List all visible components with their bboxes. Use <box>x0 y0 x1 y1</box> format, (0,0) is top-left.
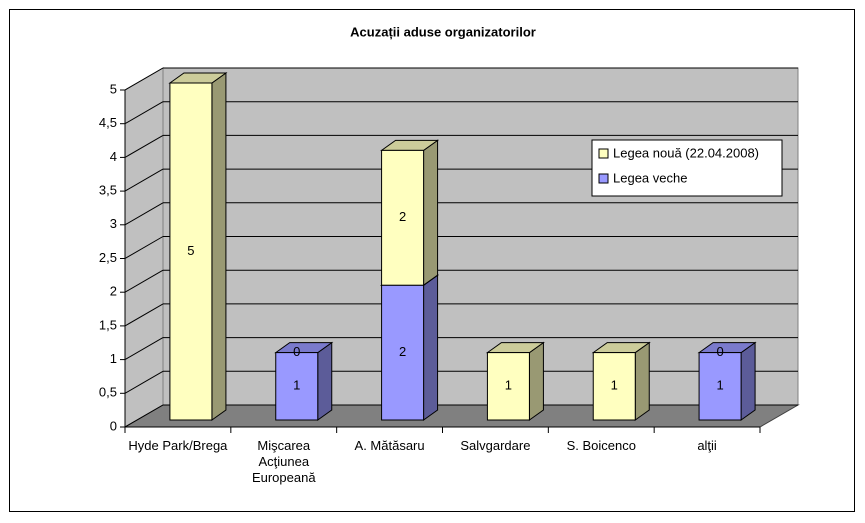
y-tick-label: 3 <box>110 216 117 231</box>
bar-front <box>275 352 319 421</box>
grid-line-side <box>124 370 164 394</box>
data-label: 2 <box>399 209 406 224</box>
y-tick-label: 1,5 <box>99 317 117 332</box>
x-tick-label: Hyde Park/Brega <box>128 438 228 453</box>
bar-side <box>211 72 227 421</box>
legend-swatch <box>598 148 609 159</box>
bar-side <box>740 341 756 421</box>
y-tick-label: 4,5 <box>99 115 117 130</box>
bar-segment <box>380 274 440 421</box>
grid-line-side <box>124 67 164 91</box>
bar-front <box>486 352 530 421</box>
bar-segment <box>168 72 228 421</box>
bar-segment <box>591 341 651 421</box>
grid-line-side <box>124 168 164 192</box>
bar-segment <box>697 341 757 421</box>
bar-front <box>698 352 742 421</box>
legend-label: Legea veche <box>613 170 687 185</box>
y-tick-label: 0,5 <box>99 385 117 400</box>
data-label: 1 <box>716 378 723 393</box>
data-label: 1 <box>611 378 618 393</box>
grid-line-side <box>124 269 164 293</box>
y-tick-label: 0 <box>110 418 117 433</box>
grid-line-side <box>124 404 164 428</box>
bar-segment <box>485 341 545 421</box>
data-label: 1 <box>505 378 512 393</box>
data-label: 0 <box>716 344 723 359</box>
bar-side <box>634 341 650 421</box>
grid-line-side <box>124 337 164 361</box>
bar-front <box>381 284 425 421</box>
grid-line-side <box>124 202 164 226</box>
x-tick-label: S. Boicenco <box>566 438 636 453</box>
data-label: 1 <box>293 378 300 393</box>
y-tick-label: 5 <box>110 81 117 96</box>
chart-title: Acuzații aduse organizatorilor <box>350 24 536 39</box>
y-tick-label: 2 <box>110 284 117 299</box>
grid-line-side <box>124 236 164 259</box>
data-label: 0 <box>293 344 300 359</box>
grid-line-side <box>124 134 164 158</box>
data-label: 5 <box>187 243 194 258</box>
bar-front <box>169 82 213 421</box>
x-tick-label: alţii <box>697 438 717 453</box>
x-tick-label: A. Mătăsaru <box>354 438 425 453</box>
data-label: 2 <box>399 344 406 359</box>
legend-box <box>591 139 783 197</box>
y-tick-label: 1 <box>110 351 117 366</box>
bar-side <box>423 274 439 421</box>
y-tick-label: 3,5 <box>99 183 117 198</box>
y-tick-label: 2,5 <box>99 250 117 265</box>
legend-swatch <box>598 173 609 184</box>
bar-side <box>317 341 333 421</box>
x-tick-label: Mişcarea Acţiunea Europeană <box>251 438 316 485</box>
grid-line-side <box>124 101 164 125</box>
bar-side <box>423 139 439 287</box>
bar-segment <box>380 139 440 287</box>
bar-front <box>592 352 636 421</box>
grid-line-side <box>124 303 164 327</box>
legend-label: Legea nouă (22.04.2008) <box>613 145 759 160</box>
x-tick-label: Salvgardare <box>460 438 531 453</box>
bar-side <box>528 341 544 421</box>
bar-front <box>381 149 425 286</box>
y-tick-label: 4 <box>110 149 117 164</box>
bar-segment <box>274 341 334 421</box>
